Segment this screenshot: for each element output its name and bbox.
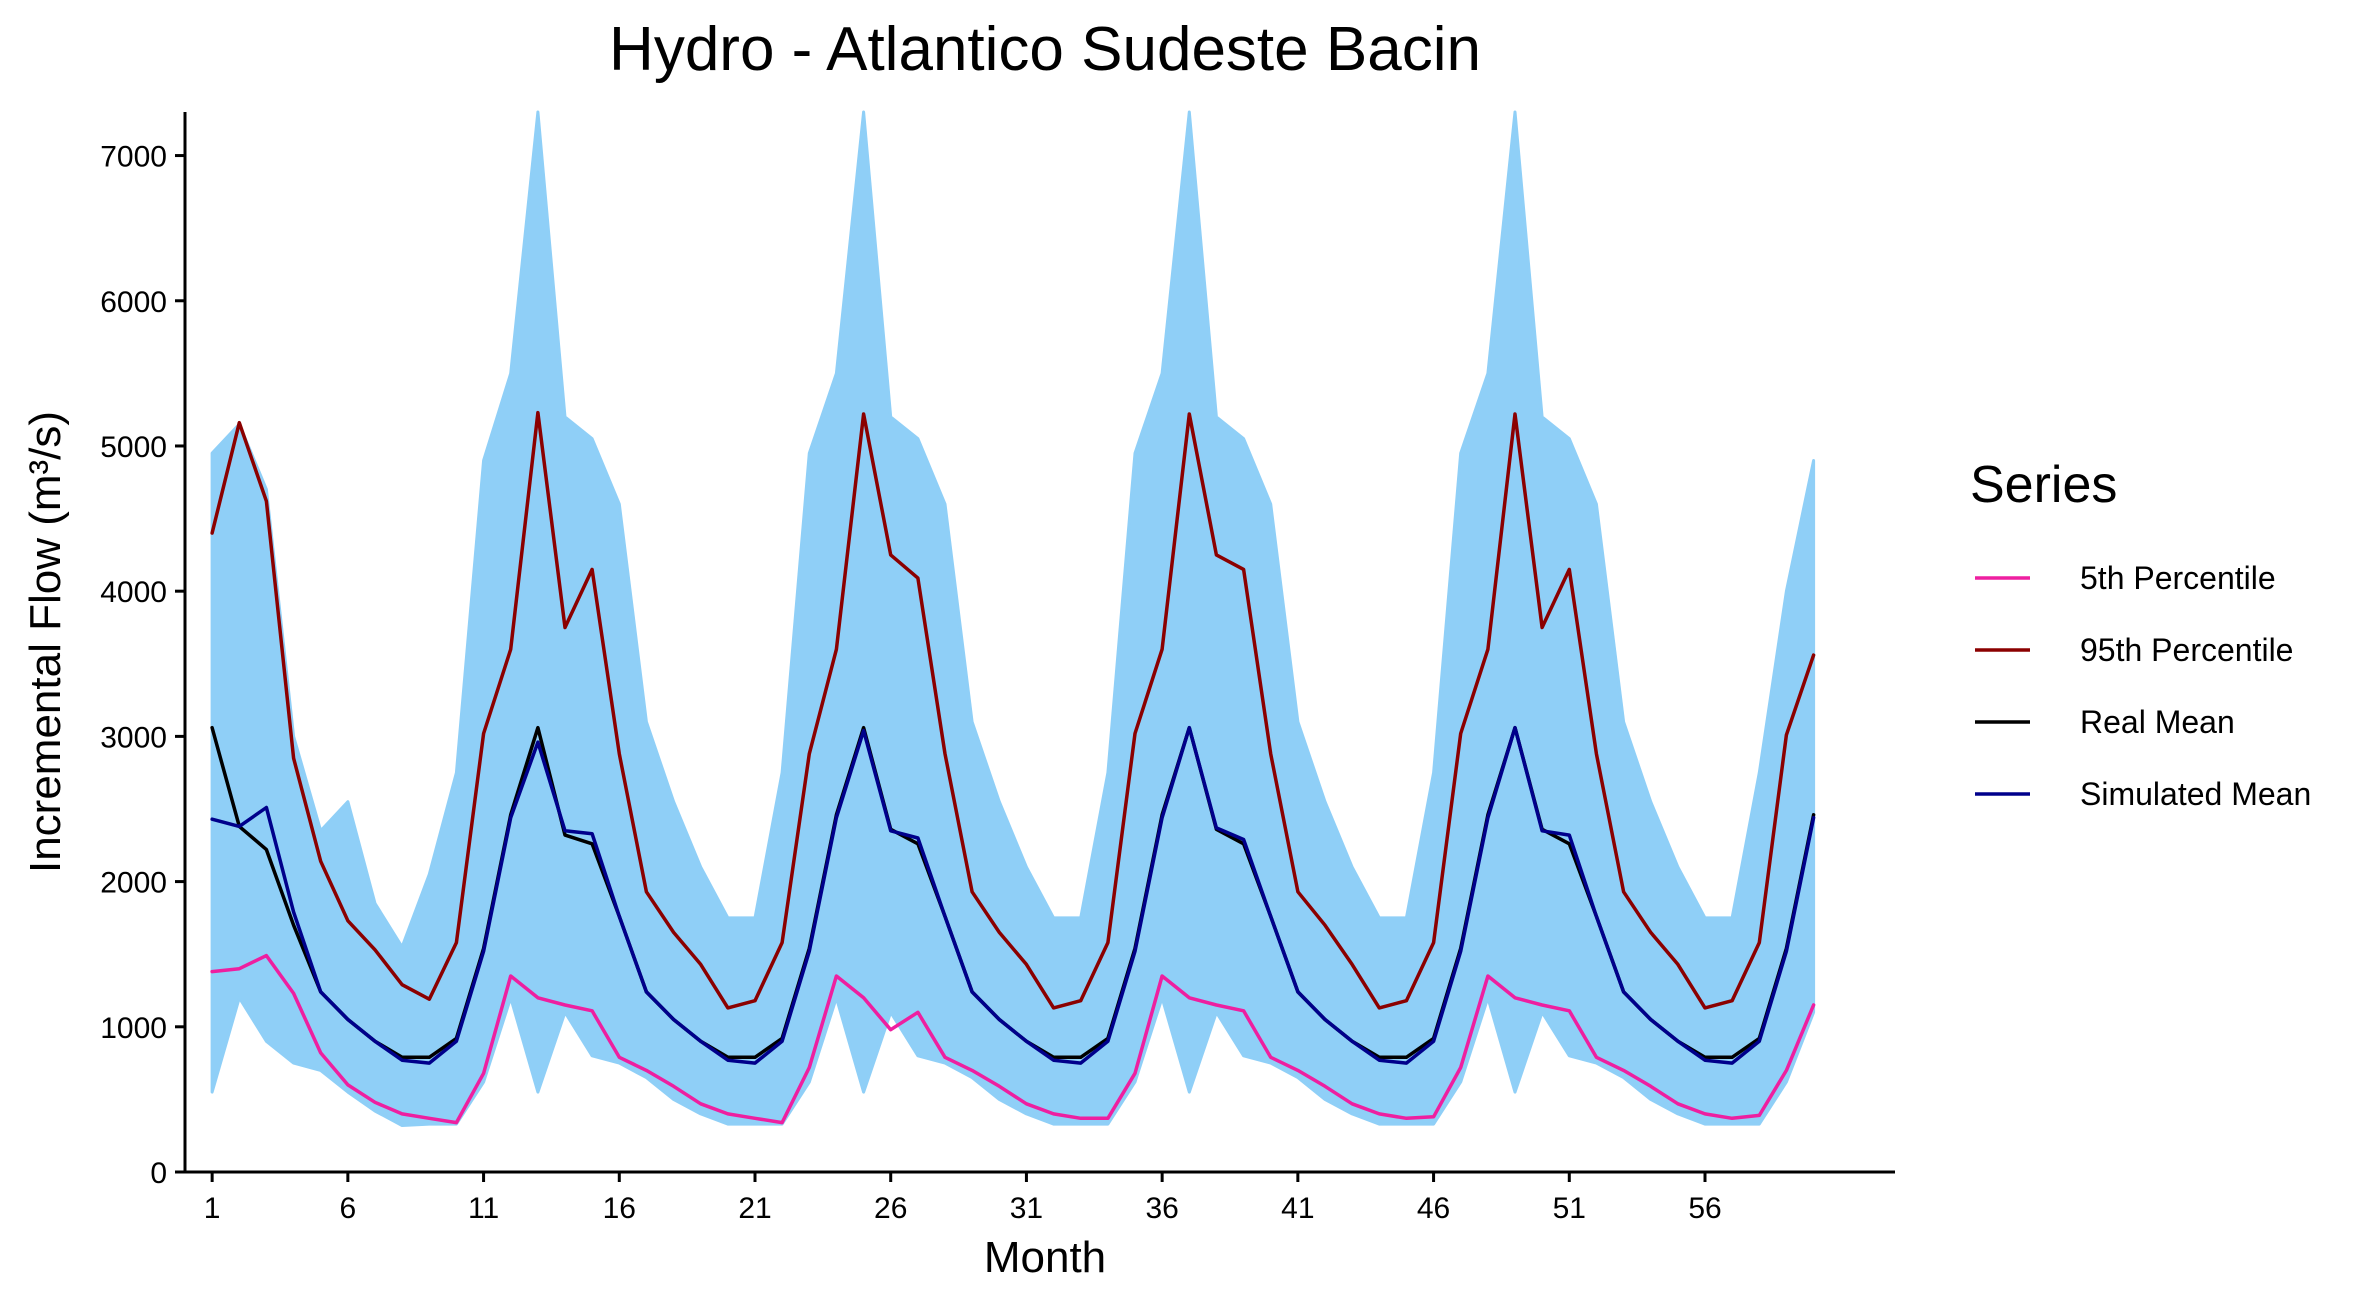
y-tick-label: 4000	[100, 576, 167, 609]
chart-title: Hydro - Atlantico Sudeste Bacin	[609, 15, 1481, 84]
y-tick-label: 7000	[100, 141, 167, 174]
y-tick-label: 1000	[100, 1012, 167, 1045]
x-tick-label: 1	[204, 1192, 221, 1225]
x-tick-label: 51	[1553, 1192, 1586, 1225]
axes-layer	[183, 112, 1895, 1174]
series-line-simulated-mean	[210, 725, 1816, 1065]
x-tick-label: 41	[1281, 1192, 1314, 1225]
x-tick-label: 36	[1145, 1192, 1178, 1225]
x-tick-label: 31	[1010, 1192, 1043, 1225]
legend-label-simulated-mean: Simulated Mean	[2080, 776, 2311, 812]
x-tick-label: 46	[1417, 1192, 1450, 1225]
legend: Series 5th Percentile 95th Percentile Real…	[1970, 456, 2311, 812]
x-axis-ticks: 1 6 11 16 21 26 31 36 41 46 51 56	[204, 1172, 1722, 1225]
legend-label-real-mean: Real Mean	[2080, 704, 2235, 740]
y-tick-label: 3000	[100, 721, 167, 754]
legend-title: Series	[1970, 456, 2117, 514]
y-tick-label: 2000	[100, 867, 167, 900]
y-tick-label: 5000	[100, 431, 167, 464]
x-tick-label: 11	[468, 1192, 499, 1225]
series-line-5th-percentile	[210, 953, 1816, 1125]
y-axis-ticks: 0 1000 2000 3000 4000 5000 6000 7000	[100, 141, 185, 1190]
simulation-band-layer	[210, 110, 1816, 1127]
series-layer	[210, 410, 1816, 1125]
x-tick-label: 56	[1688, 1192, 1721, 1225]
x-tick-label: 16	[603, 1192, 636, 1225]
y-tick-label: 6000	[100, 286, 167, 319]
x-tick-label: 6	[340, 1192, 357, 1225]
legend-label-5th-percentile: 5th Percentile	[2080, 560, 2276, 596]
legend-label-95th-percentile: 95th Percentile	[2080, 632, 2293, 668]
series-line-95th-percentile	[210, 410, 1816, 1010]
x-axis-title: Month	[984, 1233, 1106, 1282]
x-tick-label: 21	[738, 1192, 771, 1225]
y-tick-label: 0	[150, 1157, 167, 1190]
x-tick-label: 26	[874, 1192, 907, 1225]
y-axis-title: Incremental Flow (m³/s)	[21, 411, 70, 873]
simulation-band	[210, 110, 1816, 1127]
legend-items: 5th Percentile 95th Percentile Real Mean Si…	[1975, 560, 2311, 812]
